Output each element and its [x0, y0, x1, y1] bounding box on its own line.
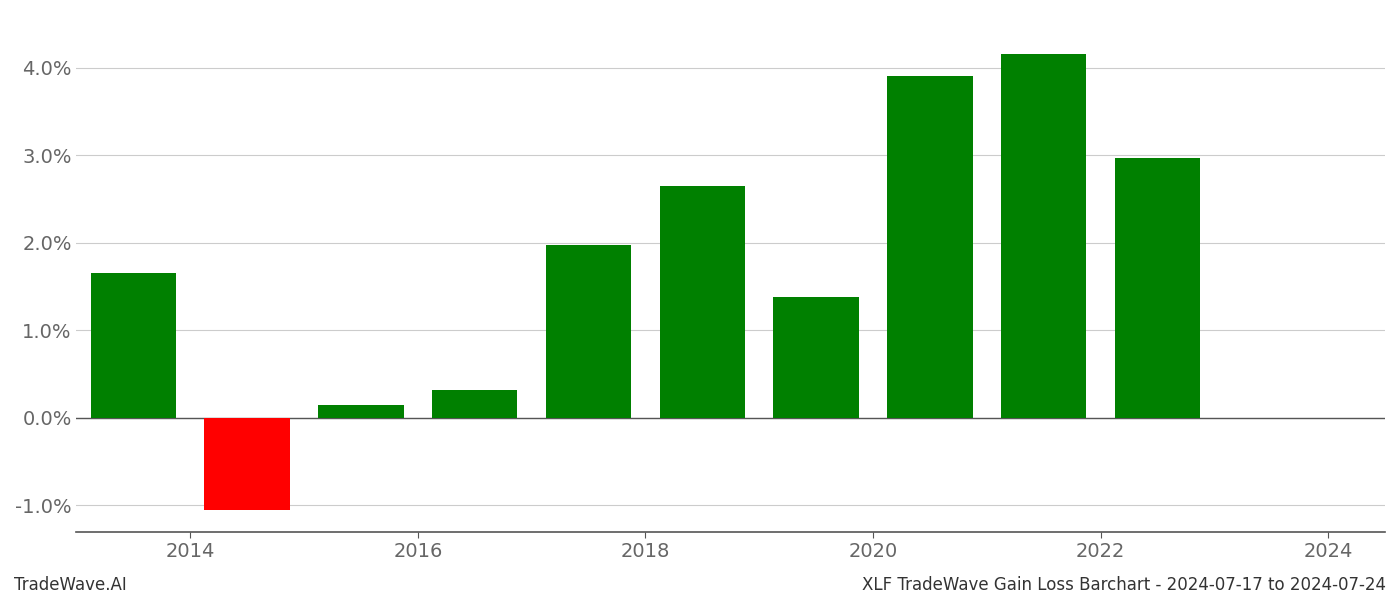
Bar: [318, 404, 403, 418]
Bar: [773, 297, 858, 418]
Bar: [1001, 55, 1086, 418]
Bar: [659, 186, 745, 418]
Text: XLF TradeWave Gain Loss Barchart - 2024-07-17 to 2024-07-24: XLF TradeWave Gain Loss Barchart - 2024-…: [862, 576, 1386, 594]
Bar: [91, 273, 176, 418]
Bar: [1114, 158, 1200, 418]
Bar: [433, 390, 518, 418]
Text: TradeWave.AI: TradeWave.AI: [14, 576, 127, 594]
Bar: [204, 418, 290, 509]
Bar: [546, 245, 631, 418]
Bar: [888, 76, 973, 418]
